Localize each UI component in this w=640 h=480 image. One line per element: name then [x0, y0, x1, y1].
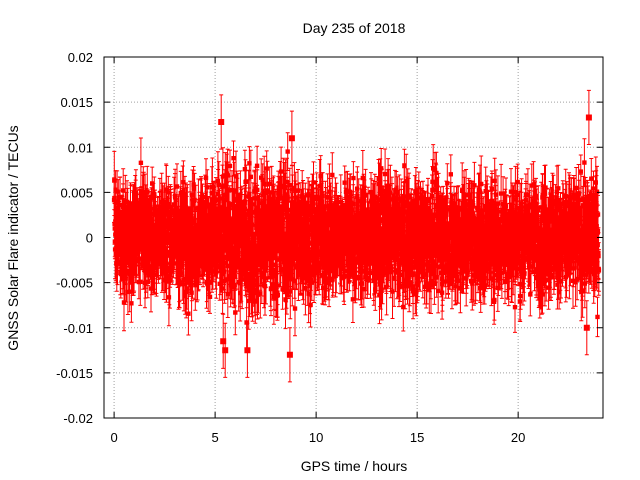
y-axis-label: GNSS Solar Flare indicator / TECUs	[5, 125, 21, 350]
axis-ticks: -0.02 -0.015 -0.01 -0.005 0 0.005 0.01 0.015 0.0…	[56, 50, 603, 445]
data-points	[111, 114, 602, 358]
x-tick-label: 5	[211, 430, 218, 445]
y-tick-label: -0.01	[63, 321, 93, 336]
y-tick-label: 0.015	[60, 95, 93, 110]
x-tick-label: 0	[110, 430, 117, 445]
y-tick-label: -0.015	[56, 366, 93, 381]
y-tick-label: -0.02	[63, 411, 93, 426]
y-tick-label: 0.01	[68, 140, 93, 155]
x-tick-label: 15	[410, 430, 424, 445]
y-tick-label: -0.005	[56, 276, 93, 291]
data-series	[111, 89, 602, 383]
x-tick-label: 10	[309, 430, 323, 445]
y-tick-label: 0.005	[60, 185, 93, 200]
y-tick-label: 0.02	[68, 50, 93, 65]
y-tick-label: 0	[86, 231, 93, 246]
chart-title: Day 235 of 2018	[303, 20, 406, 36]
x-axis-label: GPS time / hours	[301, 458, 408, 474]
x-tick-label: 20	[511, 430, 525, 445]
